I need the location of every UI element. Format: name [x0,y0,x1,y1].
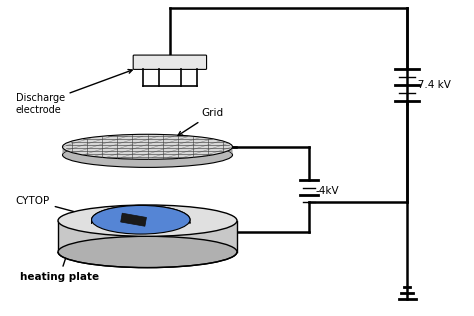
Text: CYTOP: CYTOP [16,196,92,217]
Ellipse shape [58,205,237,236]
Polygon shape [63,134,233,155]
Text: Discharge
electrode: Discharge electrode [16,70,132,115]
Text: Grid: Grid [178,108,223,136]
Ellipse shape [91,205,190,234]
Bar [58,221,237,252]
Text: heating plate: heating plate [20,252,99,282]
Ellipse shape [63,142,233,167]
Polygon shape [91,205,190,223]
Text: -4kV: -4kV [315,186,339,196]
Bar [121,213,146,226]
Ellipse shape [58,236,237,268]
FancyBboxPatch shape [133,55,207,70]
Ellipse shape [63,134,233,159]
Text: -7.4 kV: -7.4 kV [414,80,451,90]
